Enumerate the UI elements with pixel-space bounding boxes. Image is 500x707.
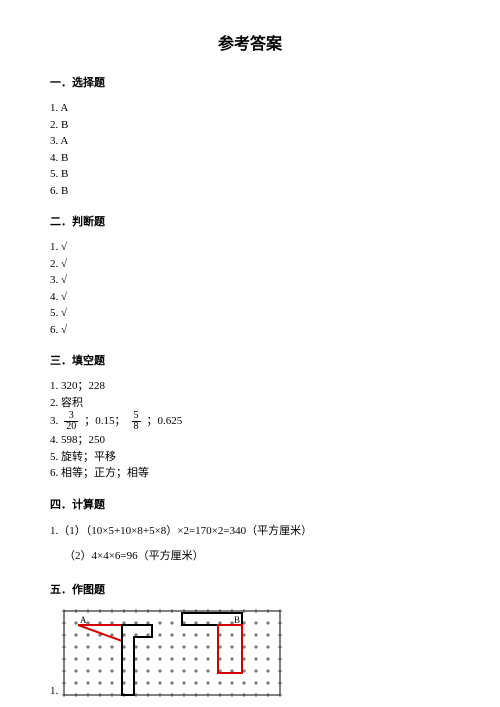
s1-item: 6. B <box>50 183 450 200</box>
s2-item: 2. √ <box>50 256 450 273</box>
s3-line4: 4. 598；250 <box>50 432 450 449</box>
section1-header: 一．选择题 <box>50 74 450 90</box>
figure-label: 1. <box>50 685 58 699</box>
s3-line6: 6. 相等；正方；相等 <box>50 465 450 482</box>
s3-mid2: ；0.625 <box>147 413 183 430</box>
s4-line1: 1.（1）（10×5+10×8+5×8）×2=170×2=340（平方厘米） <box>50 522 450 542</box>
s4-line2: （2）4×4×6=96（平方厘米） <box>64 547 450 567</box>
s2-item: 6. √ <box>50 322 450 339</box>
s1-item: 5. B <box>50 166 450 183</box>
frac2-den: 8 <box>132 422 141 432</box>
fraction-2: 5 8 <box>132 411 141 432</box>
s2-item: 4. √ <box>50 289 450 306</box>
s1-item: 1. A <box>50 100 450 117</box>
section3-header: 三．填空题 <box>50 352 450 368</box>
fraction-1: 3 20 <box>64 411 78 432</box>
section4-header: 四．计算题 <box>50 496 450 512</box>
s1-item: 3. A <box>50 133 450 150</box>
s3-line1: 1. 320；228 <box>50 378 450 395</box>
s3-line5: 5. 旋转；平移 <box>50 449 450 466</box>
s3-line3-prefix: 3. <box>50 413 58 430</box>
grid-figure: AB <box>62 607 282 699</box>
s2-item: 5. √ <box>50 305 450 322</box>
section5-header: 五．作图题 <box>50 581 450 597</box>
s3-line2: 2. 容积 <box>50 395 450 412</box>
frac1-den: 20 <box>64 422 78 432</box>
s1-item: 2. B <box>50 117 450 134</box>
section2-header: 二．判断题 <box>50 213 450 229</box>
s1-item: 4. B <box>50 150 450 167</box>
s3-mid1: ；0.15； <box>84 413 125 430</box>
page-title: 参考答案 <box>50 30 450 54</box>
s3-line3: 3. 3 20 ；0.15； 5 8 ；0.625 <box>50 411 450 432</box>
s2-item: 3. √ <box>50 272 450 289</box>
svg-text:A: A <box>80 615 87 625</box>
svg-text:B: B <box>234 615 240 625</box>
s2-item: 1. √ <box>50 239 450 256</box>
figure-wrap: 1. AB <box>50 607 450 699</box>
